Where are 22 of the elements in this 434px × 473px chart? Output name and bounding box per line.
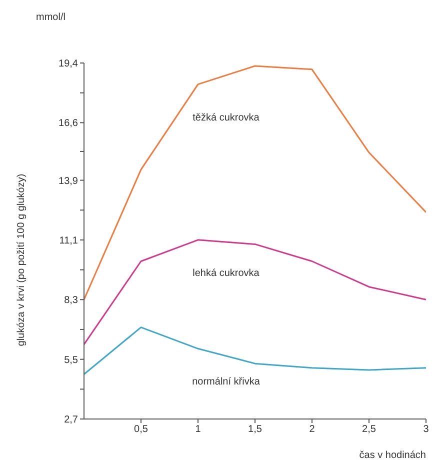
- line-series: [84, 65, 426, 300]
- y-tick-label: 16,6: [58, 118, 78, 130]
- x-tick-label: 1: [195, 424, 202, 436]
- y-tick-label: 8,3: [64, 295, 78, 306]
- y-tick-label: 19,4: [58, 58, 78, 70]
- line-series: [84, 326, 426, 375]
- text: mmol/l: [36, 12, 66, 23]
- x-tick-label: 3: [423, 424, 430, 436]
- y-tick-label: 5,5: [64, 354, 78, 366]
- series-label: normální křivka: [192, 376, 260, 388]
- series-label: těžká cukrovka: [192, 112, 260, 124]
- x-tick-label: 1,5: [248, 424, 262, 436]
- y-tick-label: 2,7: [64, 414, 78, 426]
- x-tick-label: 2,5: [362, 424, 376, 436]
- line-series: [84, 239, 426, 346]
- x-tick-label: 2: [309, 424, 316, 436]
- y-axis-title: glukóza v krvi (po požití 100 g glukózy): [16, 174, 27, 346]
- x-tick-label: 0,5: [134, 424, 148, 436]
- x-axis-title: čas v hodinách: [359, 450, 426, 461]
- y-tick-label: 13,9: [58, 176, 78, 187]
- text: lehká cukrovka: [192, 268, 260, 279]
- y-tick-label: 11,1: [59, 235, 78, 246]
